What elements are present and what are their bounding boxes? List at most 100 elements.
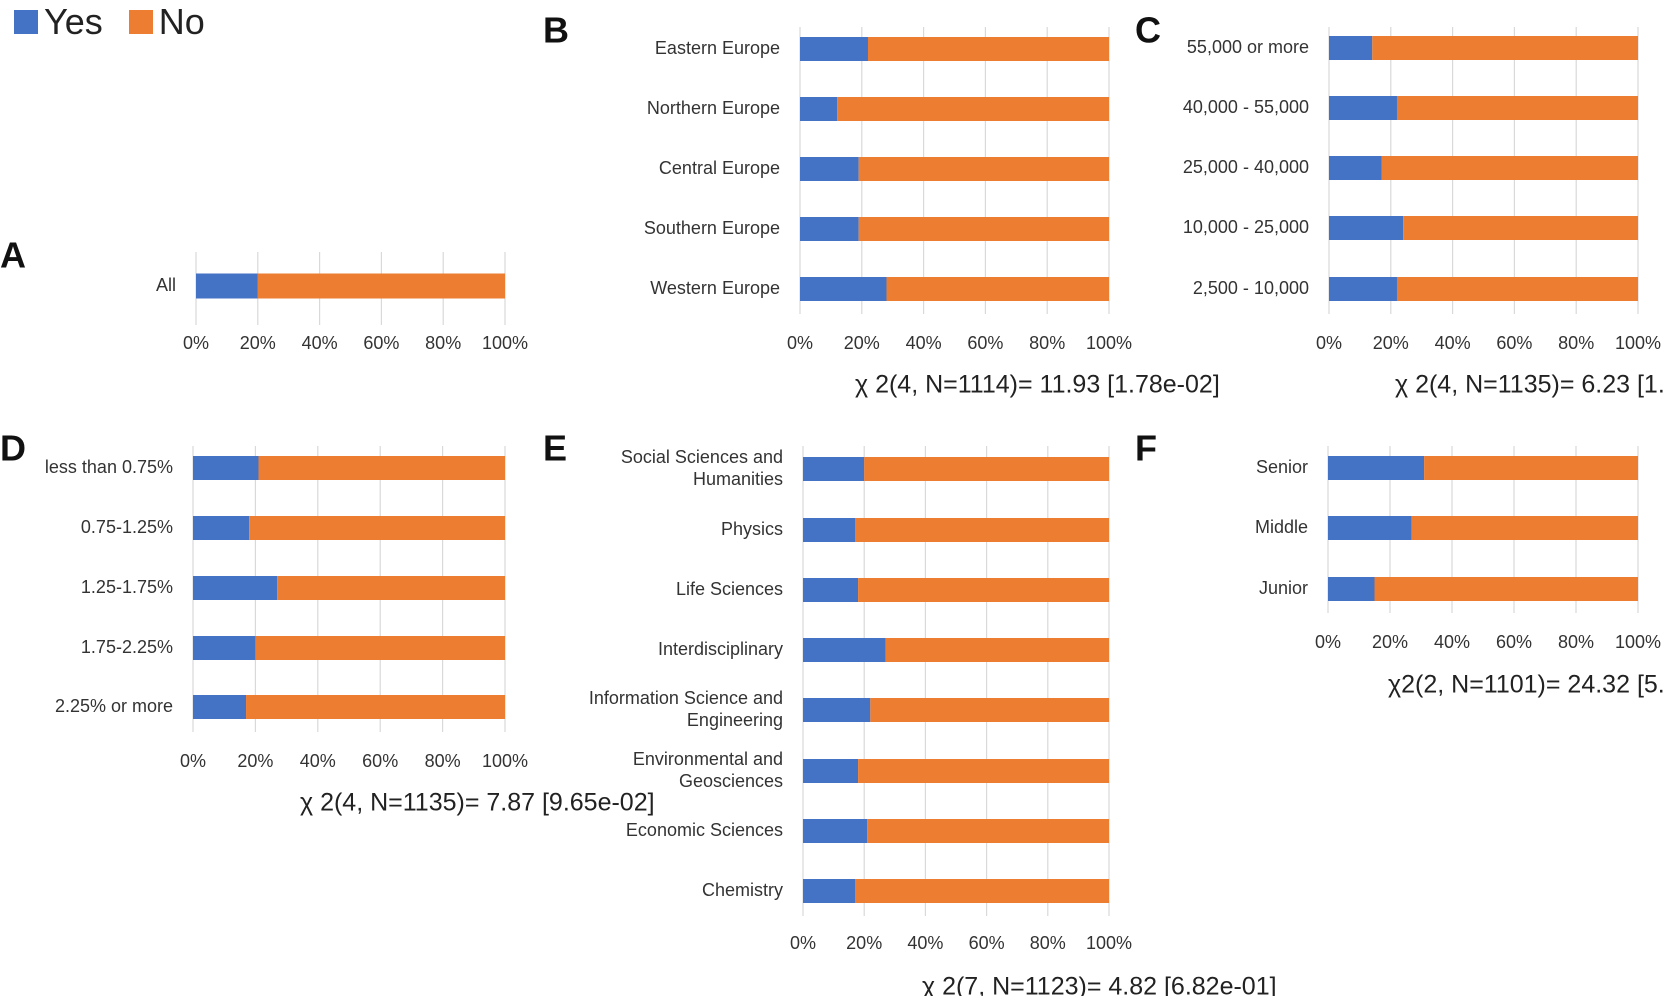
bar-no <box>858 578 1109 602</box>
panel-b: B 0% 20% 40% 60% 80% 100% Eastern Europe Norther… <box>543 10 1220 399</box>
bar-yes <box>803 457 865 481</box>
category-label: 1.25-1.75% <box>81 577 173 597</box>
bar-yes <box>1329 36 1373 60</box>
legend-item-no: No <box>128 1 205 42</box>
category-label: Interdisciplinary <box>658 639 783 659</box>
bar-yes <box>800 97 838 121</box>
bar-no <box>870 698 1109 722</box>
category-label: 25,000 - 40,000 <box>1183 157 1309 177</box>
bar-no <box>858 759 1109 783</box>
tick-label: 20% <box>846 933 882 953</box>
panel-c: C 0% 20% 40% 60% 80% 100% 55,000 or more 40,000 … <box>1135 10 1665 399</box>
category-label: Economic Sciences <box>626 820 783 840</box>
bar-no <box>1381 156 1638 180</box>
category-label: Senior <box>1256 457 1308 477</box>
tick-label: 0% <box>180 751 206 771</box>
bar-yes <box>193 456 259 480</box>
bar-no <box>855 518 1109 542</box>
legend-label-no: No <box>158 1 205 42</box>
legend-swatch-no <box>128 10 153 34</box>
tick-label: 60% <box>363 333 399 353</box>
bar-no <box>855 879 1109 903</box>
bar-yes <box>800 37 868 61</box>
category-label: All <box>156 275 176 295</box>
tick-label: 0% <box>1316 333 1342 353</box>
bar-no <box>249 516 505 540</box>
category-label: 40,000 - 55,000 <box>1183 97 1309 117</box>
tick-label: 20% <box>237 751 273 771</box>
bar-no <box>257 273 505 299</box>
category-label: less than 0.75% <box>45 457 173 477</box>
tick-label: 0% <box>790 933 816 953</box>
bar-yes <box>1329 96 1397 120</box>
category-label: Eastern Europe <box>655 38 780 58</box>
bar-yes <box>803 638 886 662</box>
bar-yes <box>1329 216 1404 240</box>
panel-label: E <box>543 428 567 469</box>
bar-yes <box>1329 277 1397 301</box>
tick-label: 20% <box>1372 632 1408 652</box>
bar-yes <box>800 277 887 301</box>
tick-label: 80% <box>1029 333 1065 353</box>
bar-no <box>1424 456 1638 480</box>
tick-label: 60% <box>1496 333 1532 353</box>
bar-no <box>1374 577 1638 601</box>
tick-label: 100% <box>1086 333 1132 353</box>
chi-square-stat: χ 2(4, N=1114)= 11.93 [1.78e-02] <box>855 371 1220 399</box>
category-label: 55,000 or more <box>1187 37 1309 57</box>
panel-f: F 0% 20% 40% 60% 80% 100% Senior Middle Junior χ2(… <box>1135 428 1665 699</box>
tick-label: 80% <box>1558 632 1594 652</box>
bar-yes <box>803 518 856 542</box>
bar-yes <box>803 759 859 783</box>
tick-label: 20% <box>844 333 880 353</box>
bar-yes <box>803 698 871 722</box>
bar-yes <box>803 819 868 843</box>
tick-label: 40% <box>906 333 942 353</box>
bar-no <box>246 695 506 719</box>
bar-no <box>1411 516 1638 540</box>
bar-yes <box>1328 577 1375 601</box>
panel-label: D <box>0 428 26 469</box>
tick-label: 100% <box>1615 632 1661 652</box>
bar-no <box>867 819 1109 843</box>
tick-label: 100% <box>482 333 528 353</box>
bar-yes <box>196 273 258 299</box>
tick-label: 80% <box>425 751 461 771</box>
tick-label: 100% <box>1086 933 1132 953</box>
panel-e: E 0% 20% 40% 60% 80% 100% Social Sciences andHu… <box>543 428 1277 996</box>
tick-label: 40% <box>907 933 943 953</box>
tick-label: 0% <box>183 333 209 353</box>
panel-a: A 0% 20% 40% 60% 80% 100% All <box>0 235 528 353</box>
chi-square-stat: χ 2(4, N=1135)= 6.23 [1.83e-01] <box>1395 371 1665 399</box>
bar-no <box>277 576 505 600</box>
bar-no <box>258 456 505 480</box>
bar-no <box>885 638 1109 662</box>
tick-label: 20% <box>1373 333 1409 353</box>
tick-label: 100% <box>482 751 528 771</box>
category-label: 1.75-2.25% <box>81 637 173 657</box>
category-label: Chemistry <box>702 880 783 900</box>
tick-label: 40% <box>300 751 336 771</box>
tick-label: 0% <box>787 333 813 353</box>
category-label: Humanities <box>693 469 783 489</box>
category-label: Junior <box>1259 578 1308 598</box>
bar-no <box>858 217 1109 241</box>
category-label: Northern Europe <box>647 98 780 118</box>
bar-yes <box>1328 516 1412 540</box>
tick-label: 60% <box>362 751 398 771</box>
bar-yes <box>193 695 247 719</box>
legend: Yes No <box>14 0 205 44</box>
panel-d: D 0% 20% 40% 60% 80% 100% less than 0.75% 0.75-1… <box>0 428 655 817</box>
bar-no <box>864 457 1109 481</box>
category-label: Environmental and <box>633 749 783 769</box>
tick-label: 80% <box>425 333 461 353</box>
bar-yes <box>803 879 856 903</box>
tick-label: 40% <box>1434 632 1470 652</box>
category-label: 10,000 - 25,000 <box>1183 217 1309 237</box>
panel-label: F <box>1135 428 1157 469</box>
bar-no <box>1396 96 1638 120</box>
category-label: Social Sciences and <box>621 447 783 467</box>
bar-no <box>1372 36 1638 60</box>
tick-label: 60% <box>967 333 1003 353</box>
